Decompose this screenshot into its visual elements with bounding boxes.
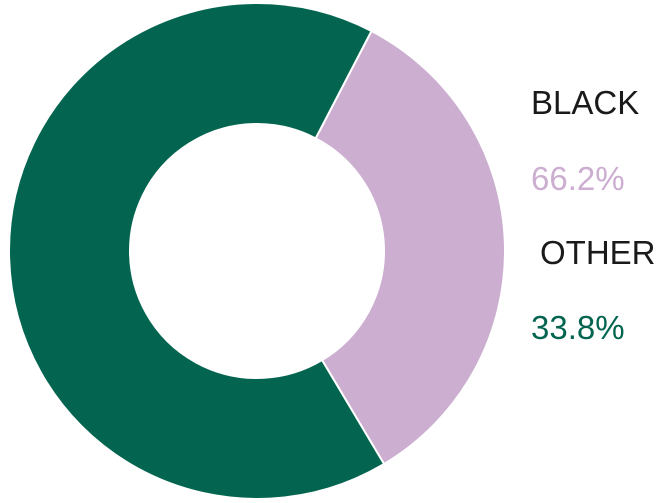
slice-smaller [314,29,506,466]
legend-value-black: 66.2% [531,160,625,197]
legend-label-other: OTHER [540,234,656,271]
slice-larger [8,2,386,500]
donut-slices [8,2,506,500]
legend-label-black: BLACK [531,84,640,121]
legend-value-other: 33.8% [531,309,625,346]
